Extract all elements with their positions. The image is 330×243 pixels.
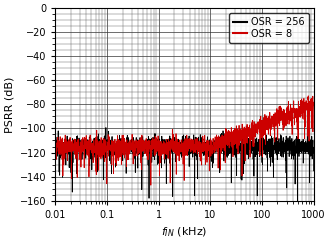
Line: OSR = 8: OSR = 8 <box>55 96 313 185</box>
OSR = 256 <box>304 143 308 146</box>
OSR = 8 <box>53 148 57 151</box>
OSR = 8 <box>179 148 183 151</box>
OSR = 256 <box>53 146 57 149</box>
OSR = 256 <box>295 210 299 213</box>
X-axis label: $f_{IN}$ (kHz): $f_{IN}$ (kHz) <box>161 225 208 239</box>
OSR = 8 <box>172 146 176 149</box>
OSR = 256 <box>179 141 183 144</box>
OSR = 256 <box>172 148 176 151</box>
Line: OSR = 256: OSR = 256 <box>55 128 313 211</box>
OSR = 8 <box>257 127 261 130</box>
Legend: OSR = 256, OSR = 8: OSR = 256, OSR = 8 <box>229 13 309 43</box>
OSR = 8 <box>312 101 315 104</box>
OSR = 8 <box>306 94 310 97</box>
OSR = 8 <box>304 99 308 102</box>
OSR = 256 <box>257 138 261 141</box>
OSR = 8 <box>304 108 308 111</box>
OSR = 256 <box>304 146 308 149</box>
OSR = 256 <box>104 126 108 129</box>
OSR = 256 <box>312 169 315 172</box>
Y-axis label: PSRR (dB): PSRR (dB) <box>4 76 14 133</box>
OSR = 256 <box>67 145 71 148</box>
OSR = 8 <box>149 184 153 187</box>
OSR = 8 <box>67 147 71 150</box>
